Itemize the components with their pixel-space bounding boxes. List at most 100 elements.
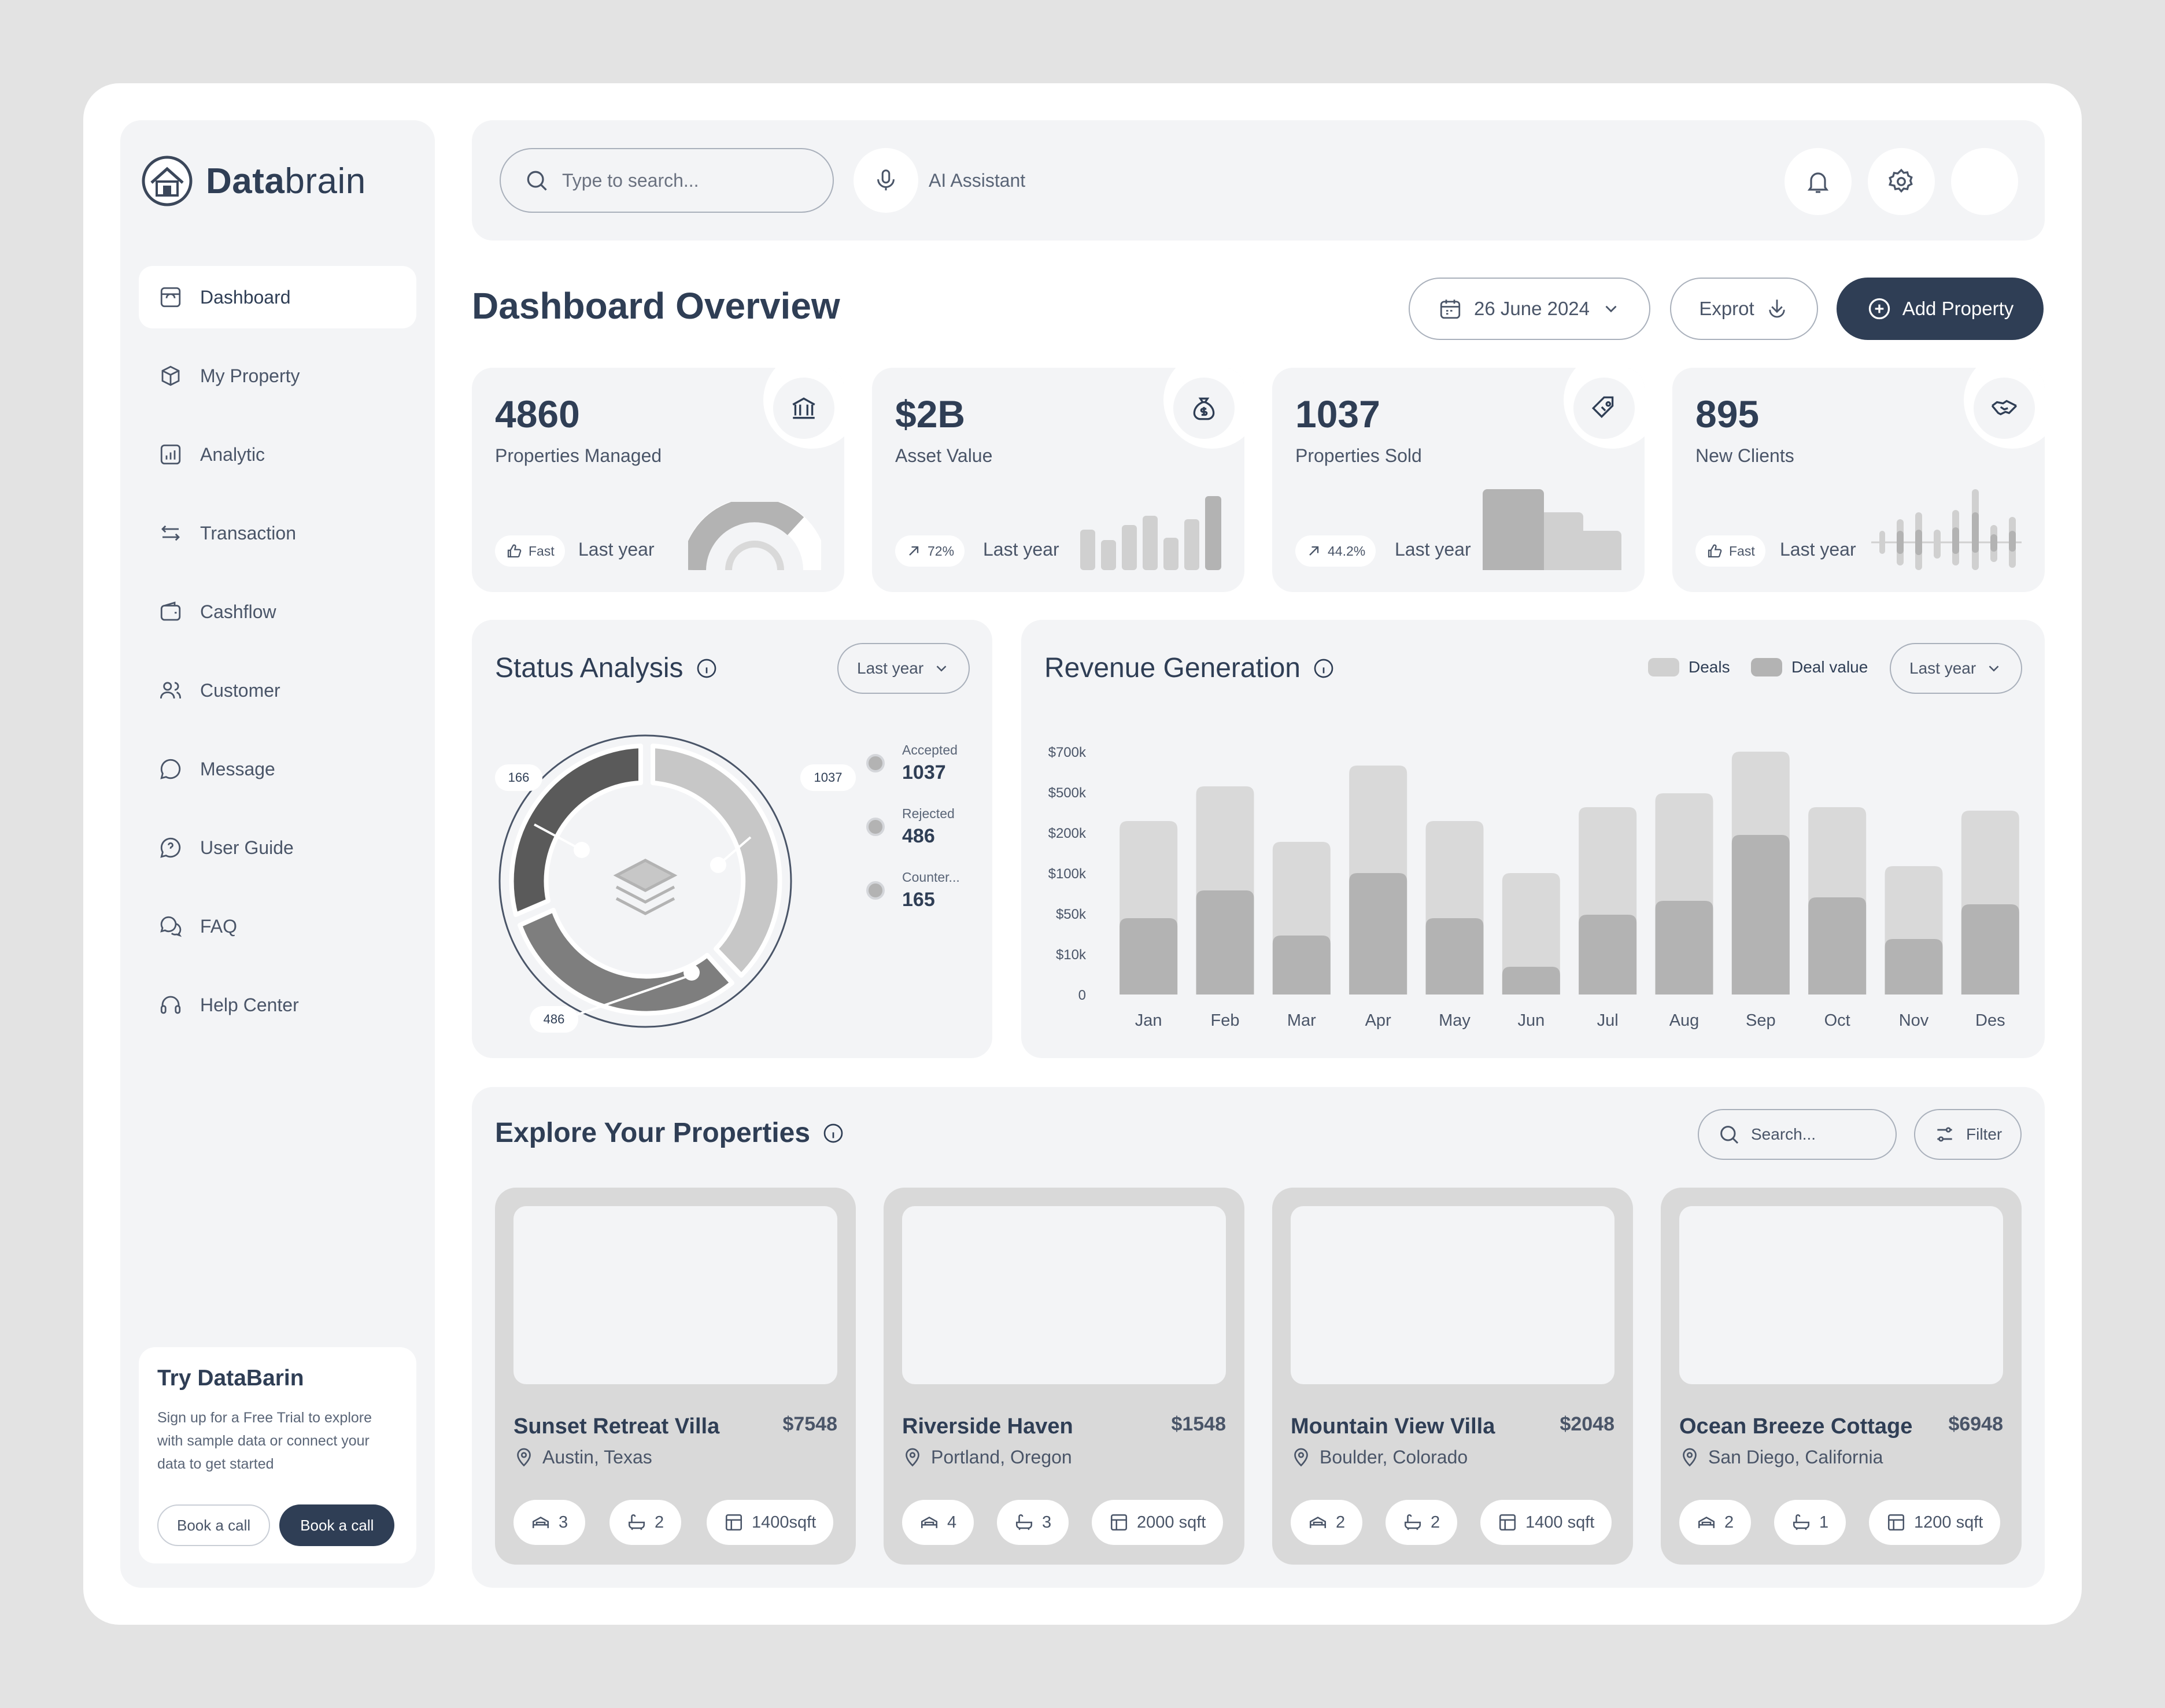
status-analysis-panel: Status Analysis Last year 166 1037 486 A… — [472, 620, 992, 1058]
sidebar-item-dashboard[interactable]: Dashboard — [139, 266, 416, 328]
bar-deals[interactable] — [1120, 918, 1178, 995]
sidebar-item-label: Transaction — [200, 522, 296, 544]
sidebar-item-help-center[interactable]: Help Center — [139, 974, 416, 1036]
info-icon[interactable] — [695, 657, 718, 680]
area-chip: 1200 sqft — [1869, 1500, 2001, 1545]
baths-count: 1 — [1819, 1513, 1829, 1532]
donut-callout: 1037 — [800, 764, 856, 791]
x-tick-label: Jul — [1597, 1011, 1619, 1030]
bathtub-icon — [1404, 1514, 1421, 1530]
chevron-down-icon — [936, 666, 947, 672]
search-input[interactable]: Type to search... — [500, 148, 834, 213]
book-call-outline-button[interactable]: Book a call — [157, 1504, 271, 1546]
legend-deals: Deals — [1648, 658, 1730, 676]
bar-deals[interactable] — [1885, 939, 1943, 995]
revenue-period-select[interactable]: Last year — [1890, 643, 2023, 694]
beds-chip: 2 — [1291, 1500, 1363, 1545]
bar-deals[interactable] — [1272, 936, 1331, 995]
legend-counter: Counter... 165 — [866, 870, 960, 911]
bar-deals[interactable] — [1655, 901, 1713, 995]
sidebar-item-analytic[interactable]: Analytic — [139, 423, 416, 486]
bar-deals[interactable] — [1808, 897, 1867, 995]
avatar[interactable] — [1951, 148, 2018, 215]
gauge-chart — [688, 502, 821, 570]
x-tick-label: Jan — [1135, 1011, 1162, 1030]
property-image — [1679, 1206, 2003, 1384]
property-card[interactable]: Ocean Breeze Cottage $6948 San Diego, Ca… — [1661, 1188, 2022, 1565]
x-tick-label: Oct — [1824, 1011, 1850, 1030]
settings-button[interactable] — [1868, 148, 1935, 215]
status-title-text: Status Analysis — [495, 653, 684, 683]
top-bar: Type to search... AI Assistant — [472, 120, 2045, 241]
sidebar-item-my-property[interactable]: My Property — [139, 345, 416, 407]
sidebar-item-faq[interactable]: FAQ — [139, 895, 416, 957]
y-tick-label: $10k — [1056, 947, 1087, 963]
filter-button[interactable]: Filter — [1914, 1109, 2022, 1160]
area-chip: 2000 sqft — [1092, 1500, 1224, 1545]
x-tick-label: Jun — [1517, 1011, 1545, 1030]
sidebar — [120, 120, 435, 1588]
ai-assistant-label[interactable]: AI Assistant — [929, 170, 1026, 191]
property-price: $1548 — [1171, 1413, 1226, 1435]
bar-deals[interactable] — [1961, 904, 2019, 995]
thumbs-up-icon — [1708, 544, 1722, 558]
beds-count: 2 — [1336, 1513, 1346, 1532]
sidebar-item-transaction[interactable]: Transaction — [139, 502, 416, 564]
area-chip: 1400 sqft — [1480, 1500, 1612, 1545]
arrow-up-right-icon — [1309, 546, 1319, 556]
sidebar-item-message[interactable]: Message — [139, 738, 416, 800]
sidebar-item-label: User Guide — [200, 837, 294, 858]
property-name: Mountain View Villa — [1291, 1414, 1495, 1439]
sidebar-item-customer[interactable]: Customer — [139, 659, 416, 722]
mic-button[interactable] — [854, 148, 918, 213]
analytics-icon — [160, 444, 181, 465]
property-name: Ocean Breeze Cottage — [1679, 1414, 1913, 1439]
property-card[interactable]: Riverside Haven $1548 Portland, Oregon 4… — [884, 1188, 1244, 1565]
status-title: Status Analysis — [495, 652, 718, 684]
property-search-input[interactable]: Search... — [1698, 1109, 1897, 1160]
sidebar-item-cashflow[interactable]: Cashflow — [139, 581, 416, 643]
stat-label: Properties Managed — [495, 445, 662, 466]
property-card[interactable]: Sunset Retreat Villa $7548 Austin, Texas… — [495, 1188, 856, 1565]
legend-value: 165 — [902, 889, 935, 911]
info-icon[interactable] — [822, 1122, 845, 1145]
clients-mini-chart — [1871, 489, 2022, 570]
search-icon — [1720, 1126, 1739, 1144]
notification-button[interactable] — [1785, 148, 1852, 215]
status-period-select[interactable]: Last year — [837, 643, 970, 694]
legend-label: Counter... — [902, 870, 960, 885]
book-call-button[interactable]: Book a call — [279, 1504, 395, 1546]
bank-icon — [792, 397, 815, 419]
search-placeholder: Search... — [1751, 1125, 1816, 1143]
bar-deals[interactable] — [1731, 835, 1790, 995]
stat-card-new-clients: 895 New Clients Fast Last year — [1672, 368, 2045, 592]
question-icon — [160, 837, 181, 858]
status-donut-chart — [498, 734, 792, 1028]
info-icon[interactable] — [1312, 657, 1335, 680]
stat-card-properties-sold: 1037 Properties Sold 44.2% Last year — [1272, 368, 1645, 592]
chat-icon — [160, 759, 181, 779]
thumbs-up-icon — [507, 544, 522, 558]
bar-deal-value[interactable] — [1502, 873, 1560, 995]
property-card[interactable]: Mountain View Villa $2048 Boulder, Color… — [1272, 1188, 1633, 1565]
property-location: Portland, Oregon — [902, 1447, 1072, 1468]
bar-deals[interactable] — [1502, 967, 1560, 995]
sidebar-item-user-guide[interactable]: User Guide — [139, 816, 416, 879]
page-title: Dashboard Overview — [472, 285, 840, 327]
export-button[interactable]: Exprot — [1670, 278, 1818, 340]
location-text: San Diego, California — [1708, 1447, 1883, 1467]
date-picker[interactable]: 26 June 2024 — [1409, 278, 1650, 340]
sidebar-item-label: Help Center — [200, 994, 299, 1015]
area-value: 1400sqft — [752, 1513, 817, 1532]
legend-accepted: Accepted 1037 — [866, 742, 958, 784]
bar-deals[interactable] — [1196, 890, 1254, 995]
sidebar-item-label: Dashboard — [200, 286, 291, 308]
download-icon — [1769, 300, 1785, 318]
bar-deals[interactable] — [1425, 918, 1484, 995]
bar-deals[interactable] — [1579, 915, 1637, 995]
trend-badge: 72% — [895, 535, 965, 567]
bar-deals[interactable] — [1349, 873, 1407, 995]
brand-logo[interactable]: Databrain — [141, 155, 366, 207]
add-property-button[interactable]: Add Property — [1837, 278, 2044, 340]
period-label: Last year — [1395, 539, 1471, 560]
